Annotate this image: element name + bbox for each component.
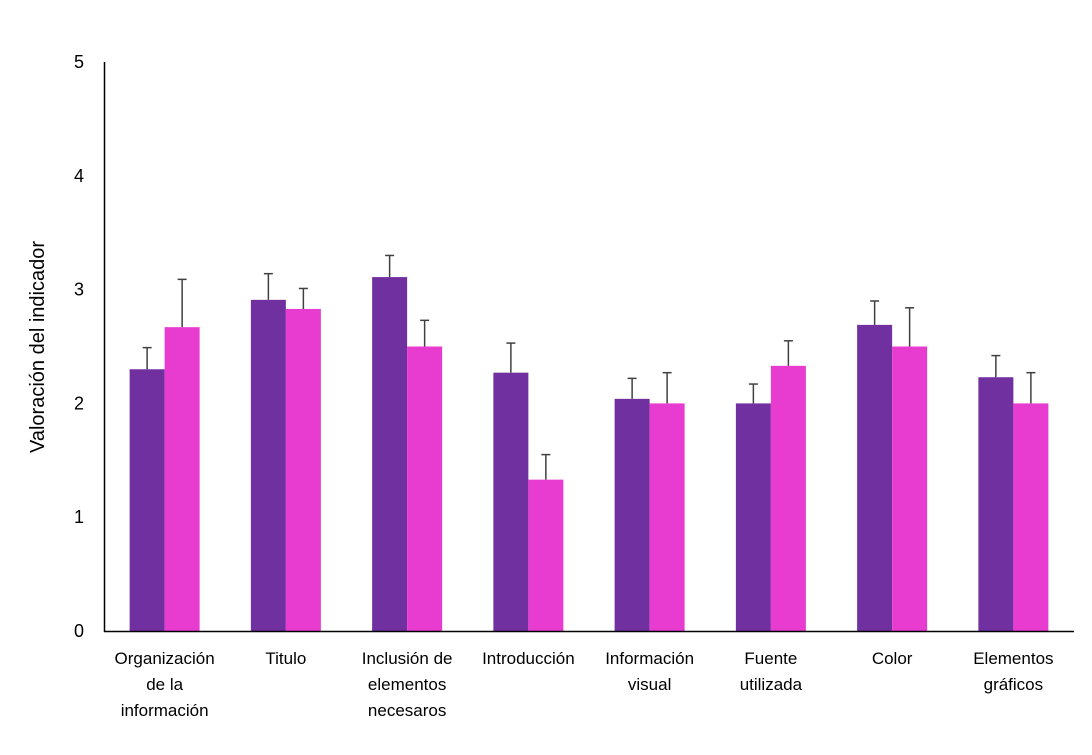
bar-series-1 (372, 277, 408, 631)
error-bar (870, 300, 880, 325)
error-bar (506, 342, 516, 373)
bar-series-1 (735, 403, 771, 631)
x-category-label: Organización de la información (115, 649, 215, 720)
error-bar (662, 371, 672, 404)
x-category-label: Inclusión de elementos necesaros (362, 649, 453, 720)
x-category-label: Introducción (482, 649, 575, 668)
y-tick-label: 0 (74, 621, 84, 641)
x-category-label: Fuente utilizada (740, 649, 803, 694)
y-tick-label: 5 (74, 52, 84, 72)
x-category-label-line: visual (628, 675, 671, 694)
bar-series-1 (614, 398, 650, 631)
bar-series-1 (978, 377, 1014, 631)
chart-marks (129, 254, 1049, 631)
bar-series-1 (857, 324, 893, 631)
x-category-label-line: necesaros (368, 701, 446, 720)
y-tick-label: 1 (74, 507, 84, 527)
x-category-label-line: Titulo (265, 649, 306, 668)
error-bar (541, 453, 551, 480)
x-category-label-line: Color (872, 649, 913, 668)
y-tick-label: 3 (74, 280, 84, 300)
error-bar (263, 272, 273, 300)
error-bar (905, 307, 915, 347)
error-bar (627, 377, 637, 399)
error-bar (177, 278, 187, 328)
bar-series-1 (250, 299, 286, 631)
error-bar (748, 383, 758, 404)
bar-series-2 (528, 479, 564, 631)
bar-series-2 (407, 346, 443, 631)
x-category-label-line: Fuente (744, 649, 797, 668)
error-bar (991, 354, 1001, 378)
x-category-label-line: Introducción (482, 649, 575, 668)
bar-series-1 (493, 372, 529, 631)
x-category-label: Color (872, 649, 913, 668)
bar-series-2 (649, 403, 685, 631)
x-category-label: Titulo (265, 649, 306, 668)
x-category-label-line: Organización (115, 649, 215, 668)
x-category-label-line: Elementos (973, 649, 1053, 668)
bar-series-2 (164, 327, 200, 631)
error-bar (1026, 371, 1036, 404)
y-axis-label: Valoración del indicador (27, 241, 49, 453)
x-category-label-line: de la (146, 675, 183, 694)
x-category-label: Elementos gráficos (973, 649, 1053, 694)
y-tick-label: 4 (74, 166, 84, 186)
bar-series-2 (1013, 403, 1049, 631)
x-category-label-line: información (121, 701, 209, 720)
error-bar (298, 287, 308, 309)
x-category-labels: Organización de la información Titulo Inclus… (115, 649, 1054, 720)
bar-series-1 (129, 369, 165, 631)
error-bar (142, 346, 152, 370)
y-tick-label: 2 (74, 393, 84, 413)
error-bar (385, 254, 395, 278)
x-category-label-line: Inclusión de (362, 649, 453, 668)
bar-series-2 (892, 346, 928, 631)
x-category-label: Información visual (605, 649, 694, 694)
y-tick-labels: 0 1 2 3 4 5 (74, 52, 84, 641)
bar-series-2 (770, 365, 806, 631)
error-bar (420, 319, 430, 347)
x-category-label-line: Información (605, 649, 694, 668)
error-bar (783, 340, 793, 366)
x-category-label-line: elementos (368, 675, 446, 694)
bar-series-2 (285, 308, 321, 631)
x-category-label-line: utilizada (740, 675, 803, 694)
x-category-label-line: gráficos (984, 675, 1044, 694)
